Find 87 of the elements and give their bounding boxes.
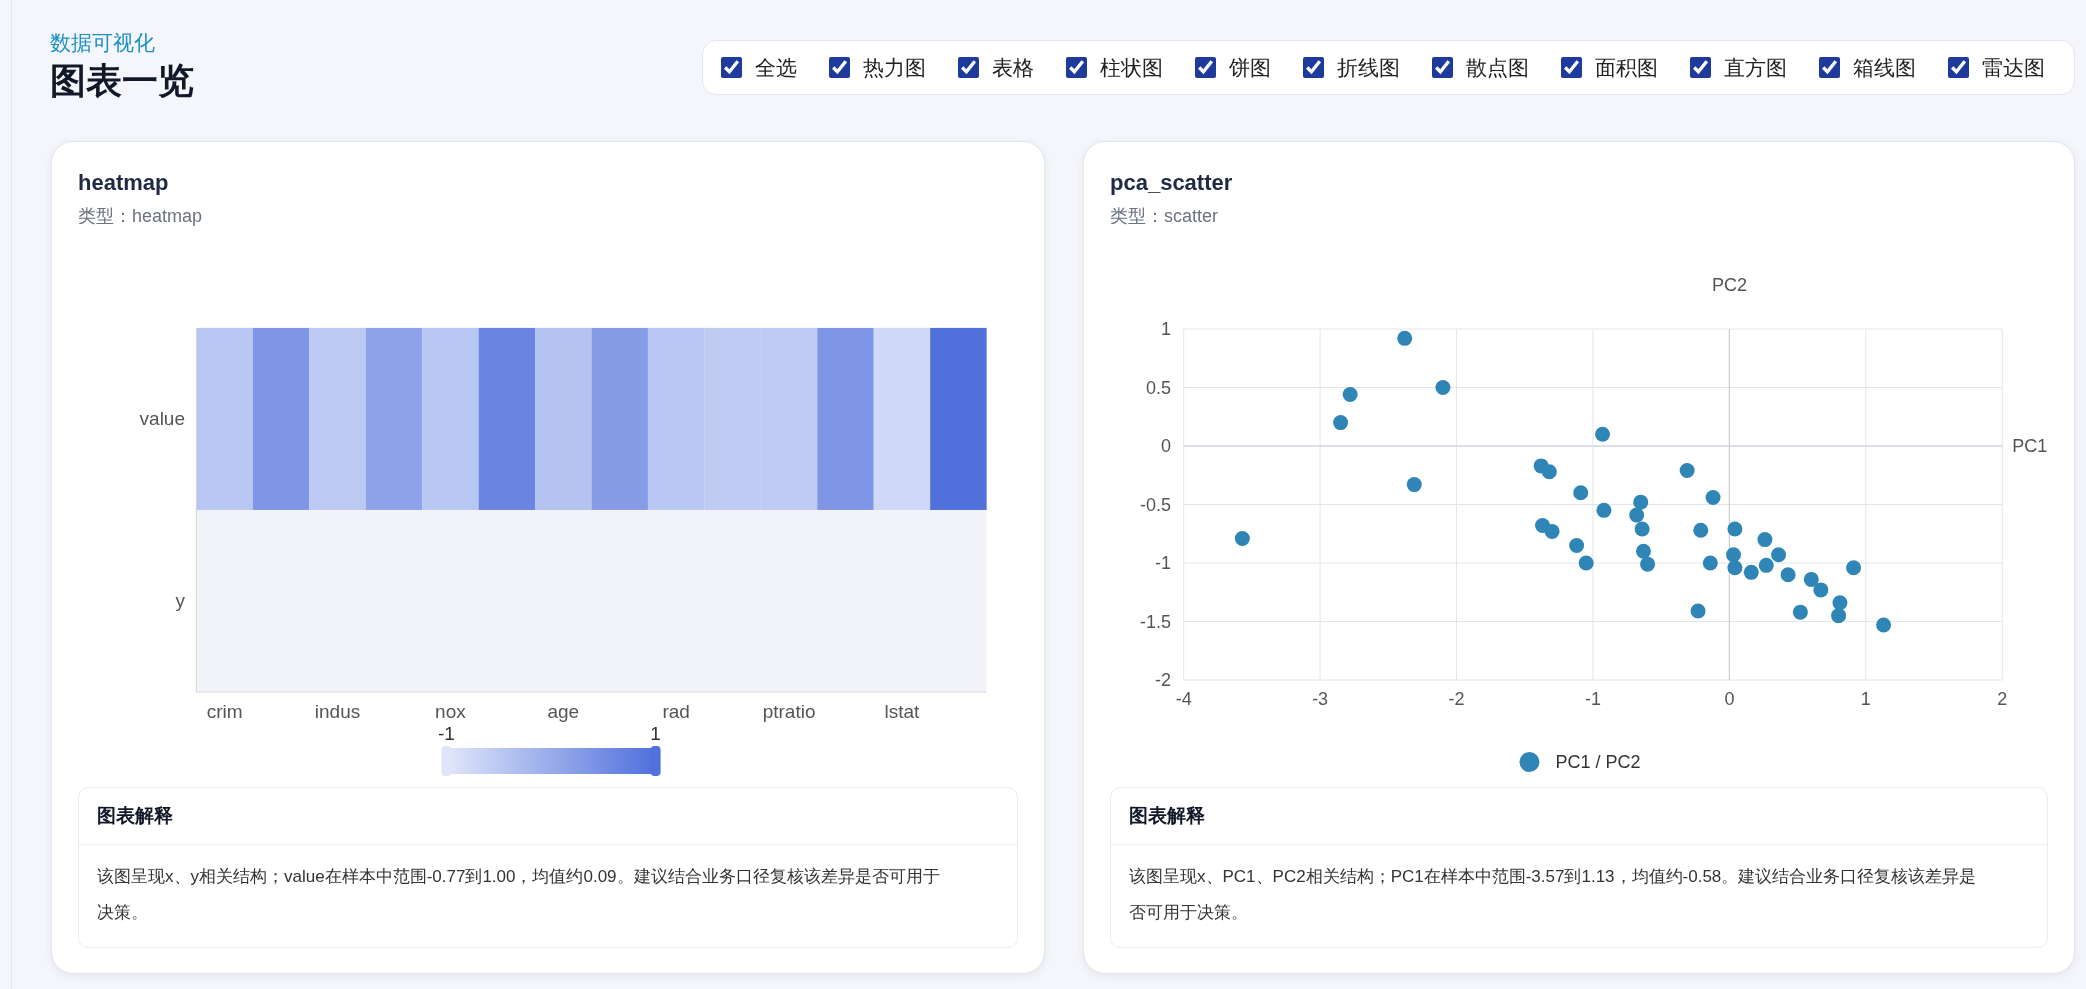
point: [1640, 556, 1656, 572]
point: [1876, 617, 1892, 633]
point: [1803, 571, 1819, 587]
chart-title: pca_scatter: [1110, 170, 1233, 195]
x-tick-label: 1: [1860, 689, 1871, 709]
point: [1635, 543, 1651, 559]
y-tick-label: -1.5: [1139, 611, 1171, 632]
y-tick-label: y: [175, 590, 186, 612]
point: [1831, 608, 1847, 624]
x-tick-label: crim: [206, 700, 243, 722]
y-axis-title: PC2: [1711, 275, 1747, 295]
text: 表格: [992, 55, 1034, 80]
point: [1690, 603, 1706, 619]
x-tick-label: 0: [1724, 689, 1735, 709]
text: 该图呈现x、PC1、PC2相关结构；PC1在样本中范围-3.57到1.13，均值约-0.58。建议结合业务口径复核该差异是否可用于决策。: [1128, 866, 1978, 924]
point: [1544, 523, 1560, 539]
point: [1633, 494, 1649, 510]
text: 面积图: [1595, 55, 1658, 80]
chart-subtitle: 类型：scatter: [1110, 206, 1219, 226]
x-tick-label: -3: [1312, 689, 1329, 709]
x-tick-label: rad: [662, 700, 690, 722]
point: [1726, 547, 1742, 563]
x-tick-label: lstat: [884, 700, 921, 722]
text: 热力图: [863, 55, 926, 80]
x-tick-label: -1: [1584, 689, 1602, 709]
point: [1541, 464, 1557, 480]
point: [1569, 537, 1585, 553]
point: [1705, 489, 1721, 505]
text: 图表解释: [1111, 788, 2047, 845]
point: [1397, 330, 1413, 346]
point: [1595, 426, 1611, 442]
point: [1813, 582, 1829, 598]
x-tick-label: -4: [1175, 689, 1192, 709]
y-tick-label: 0.5: [1145, 377, 1171, 398]
point: [1771, 547, 1787, 563]
point: [1702, 555, 1718, 571]
text: 散点图: [1466, 55, 1529, 80]
point: [1792, 604, 1808, 620]
text: 全选: [755, 55, 797, 80]
chart-subtitle: 类型：heatmap: [78, 206, 203, 226]
x-tick-label: 2: [1997, 689, 2008, 709]
point: [1634, 521, 1650, 537]
colorbar-tick-label: -1: [437, 722, 455, 744]
colorbar-tick-label: 1: [650, 722, 661, 744]
text: 直方图: [1724, 55, 1787, 80]
text: 数据可视化: [50, 31, 155, 55]
point: [1333, 415, 1349, 431]
point: [1342, 387, 1358, 403]
x-tick-label: nox: [435, 700, 467, 722]
x-tick-label: indus: [314, 700, 361, 722]
point: [1435, 380, 1451, 395]
y-tick-label: 0: [1160, 436, 1171, 456]
point: [1573, 485, 1589, 501]
x-tick-label: age: [547, 700, 580, 722]
x-axis-title: PC1: [2012, 436, 2048, 456]
point: [1743, 564, 1759, 580]
text: 柱状图: [1100, 55, 1163, 80]
x-tick-label: -2: [1448, 689, 1465, 709]
point: [1578, 555, 1594, 571]
text: 图表一览: [50, 60, 194, 101]
point: [1727, 521, 1743, 537]
point: [1406, 477, 1422, 493]
y-tick-label: -0.5: [1139, 494, 1171, 515]
text: 箱线图: [1853, 55, 1916, 80]
y-tick-label: value: [139, 408, 185, 430]
text: 图表解释: [79, 788, 1017, 845]
point: [1596, 502, 1612, 518]
point: [1832, 595, 1848, 611]
y-tick-label: -2: [1154, 670, 1171, 690]
legend-label: PC1 / PC2: [1555, 752, 1641, 772]
point: [1727, 560, 1743, 576]
point: [1234, 530, 1250, 546]
point: [1693, 522, 1709, 538]
text: 该图呈现x、y相关结构；value在样本中范围-0.77到1.00，均值约0.09。建议结合业务口径复核该差异是否可用于决策。: [96, 866, 941, 924]
text: 饼图: [1229, 55, 1271, 80]
y-tick-label: 1: [1160, 319, 1171, 339]
x-tick-label: ptratio: [762, 700, 816, 722]
y-tick-label: -1: [1154, 553, 1171, 573]
point: [1629, 507, 1645, 523]
text: 折线图: [1337, 55, 1400, 80]
point: [1679, 463, 1695, 479]
point: [1846, 560, 1862, 576]
text: 雷达图: [1982, 55, 2045, 80]
point: [1758, 557, 1774, 573]
point: [1780, 567, 1796, 583]
chart-title: heatmap: [78, 170, 169, 195]
point: [1757, 532, 1773, 548]
